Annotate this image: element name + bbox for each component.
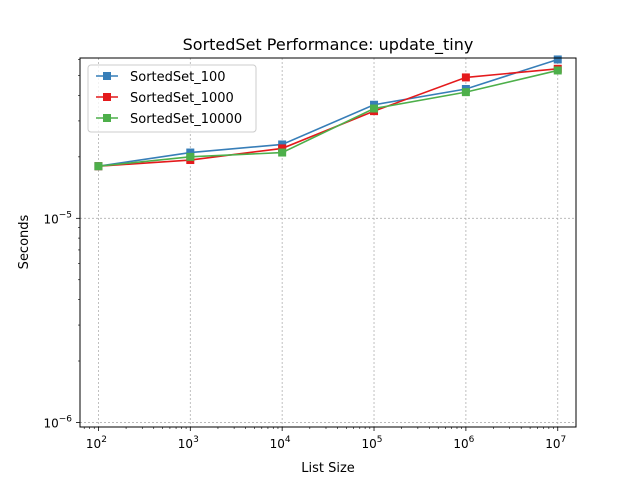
legend-box bbox=[87, 64, 257, 133]
x-tick-exponent: 2 bbox=[101, 435, 107, 445]
series-line bbox=[98, 58, 558, 167]
y-tick-base: 10 bbox=[43, 212, 58, 226]
y-tick-base: 10 bbox=[43, 416, 58, 430]
legend-marker bbox=[103, 114, 111, 122]
y-tick-label: 10−5 bbox=[43, 210, 72, 226]
data-point bbox=[186, 152, 195, 161]
y-tick-exponent: −6 bbox=[59, 414, 73, 424]
data-point bbox=[94, 162, 103, 171]
x-tick-base: 10 bbox=[362, 437, 377, 451]
data-point bbox=[186, 148, 195, 157]
data-point bbox=[553, 55, 562, 64]
legend-label: SortedSet_100 bbox=[130, 70, 226, 85]
series-layer bbox=[94, 55, 562, 171]
y-tick-label: 10−6 bbox=[43, 414, 72, 430]
chart-title: SortedSet Performance: update_tiny bbox=[183, 35, 474, 55]
series-SortedSet_10000 bbox=[94, 66, 562, 171]
legend-label: SortedSet_1000 bbox=[130, 91, 234, 106]
x-tick-exponent: 3 bbox=[193, 435, 199, 445]
x-tick-base: 10 bbox=[453, 437, 468, 451]
data-point bbox=[553, 66, 562, 75]
x-tick-base: 10 bbox=[545, 437, 560, 451]
x-tick-label: 107 bbox=[545, 435, 566, 451]
x-tick-exponent: 6 bbox=[469, 435, 475, 445]
x-tick-exponent: 4 bbox=[285, 435, 291, 445]
data-point bbox=[461, 73, 470, 82]
legend-entry: SortedSet_100 bbox=[96, 70, 226, 85]
x-tick-label: 102 bbox=[86, 435, 107, 451]
legend-label: SortedSet_10000 bbox=[130, 112, 242, 127]
legend-marker bbox=[103, 93, 111, 101]
data-point bbox=[278, 144, 287, 153]
legend-entry: SortedSet_1000 bbox=[96, 91, 234, 106]
data-point bbox=[461, 88, 470, 97]
y-axis-label: Seconds bbox=[17, 214, 32, 269]
x-tick-label: 104 bbox=[270, 435, 291, 451]
legend: SortedSet_100 SortedSet_1000 SortedSet_100… bbox=[87, 64, 257, 133]
x-tick-base: 10 bbox=[86, 437, 101, 451]
data-point bbox=[278, 148, 287, 157]
data-point bbox=[370, 104, 379, 113]
x-tick-exponent: 5 bbox=[377, 435, 383, 445]
x-tick-base: 10 bbox=[270, 437, 285, 451]
x-tick-exponent: 7 bbox=[561, 435, 567, 445]
legend-marker bbox=[103, 72, 111, 80]
legend-entry: SortedSet_10000 bbox=[96, 112, 242, 127]
x-axis-label: List Size bbox=[301, 461, 355, 476]
y-tick-exponent: −5 bbox=[59, 210, 72, 220]
x-tick-label: 105 bbox=[362, 435, 383, 451]
x-tick-label: 103 bbox=[178, 435, 199, 451]
series-line bbox=[98, 69, 558, 167]
plot-frame bbox=[79, 57, 577, 428]
x-tick-base: 10 bbox=[178, 437, 193, 451]
x-tick-label: 106 bbox=[453, 435, 474, 451]
